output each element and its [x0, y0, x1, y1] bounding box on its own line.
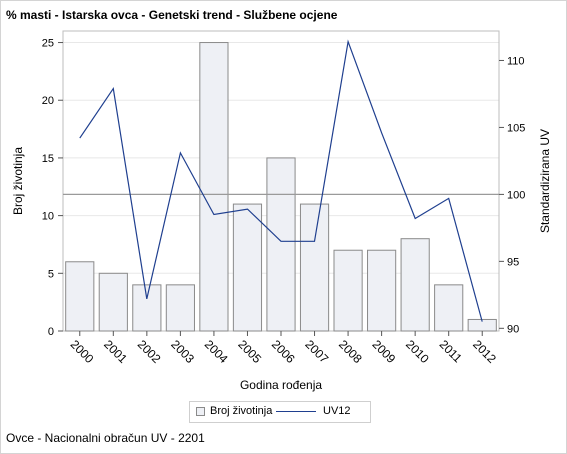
y-tick-label-4: 20 — [42, 95, 54, 107]
y2-tick-label-3: 105 — [507, 122, 525, 134]
bar-2009 — [367, 249, 397, 332]
bar-2010 — [400, 238, 430, 332]
y-tick-label-2: 10 — [42, 211, 54, 223]
x-tick-label-2005: 2005 — [235, 337, 264, 366]
x-tick-label-2000: 2000 — [68, 337, 97, 366]
bar-2002 — [132, 284, 162, 332]
y2-tick-label-0: 90 — [507, 323, 519, 335]
y-axis-title: Broj životinja — [11, 147, 25, 215]
chart-footer: Ovce - Nacionalni obračun UV - 2201 — [6, 431, 205, 445]
bar-2007 — [299, 203, 330, 332]
x-tick-label-2009: 2009 — [369, 337, 398, 366]
y-tick-label-5: 25 — [42, 38, 54, 50]
x-tick-label-2008: 2008 — [336, 337, 365, 366]
y2-tick-label-4: 110 — [507, 55, 525, 67]
bar-2001 — [98, 272, 128, 332]
y-tick-label-3: 15 — [42, 153, 54, 165]
bar-2008 — [333, 249, 363, 332]
bar-2004 — [199, 42, 229, 332]
x-tick-label-2001: 2001 — [101, 337, 130, 366]
y-tick-label-1: 5 — [48, 268, 54, 280]
bar-2011 — [434, 284, 464, 332]
x-tick-label-2012: 2012 — [470, 337, 499, 366]
legend-swatch-bars — [196, 407, 205, 416]
chart-legend: Broj životinja UV12 — [189, 401, 371, 423]
chart-title: % masti - Istarska ovca - Genetski trend… — [6, 8, 338, 22]
series-line-uv12 — [79, 39, 483, 322]
bar-2005 — [232, 203, 263, 332]
x-tick-label-2010: 2010 — [403, 337, 432, 366]
x-tick-label-2002: 2002 — [135, 337, 164, 366]
bar-2000 — [65, 261, 95, 332]
legend-swatch-line — [276, 411, 316, 412]
y2-axis-title: Standardizirana UV — [538, 129, 552, 233]
legend-label-bars: Broj životinja — [210, 405, 273, 417]
x-tick-label-2004: 2004 — [202, 337, 231, 366]
x-tick-label-2006: 2006 — [269, 337, 298, 366]
x-tick-label-2007: 2007 — [302, 337, 331, 366]
legend-label-line: UV12 — [323, 405, 351, 417]
x-tick-label-2011: 2011 — [437, 337, 465, 365]
x-axis-title: Godina rođenja — [240, 378, 322, 392]
x-tick-label-2003: 2003 — [168, 337, 197, 366]
bar-2003 — [165, 284, 195, 332]
y2-tick-label-1: 95 — [507, 256, 519, 268]
y2-tick-label-2: 100 — [507, 189, 525, 201]
bar-2006 — [266, 157, 296, 332]
y-tick-label-0: 0 — [48, 326, 54, 338]
